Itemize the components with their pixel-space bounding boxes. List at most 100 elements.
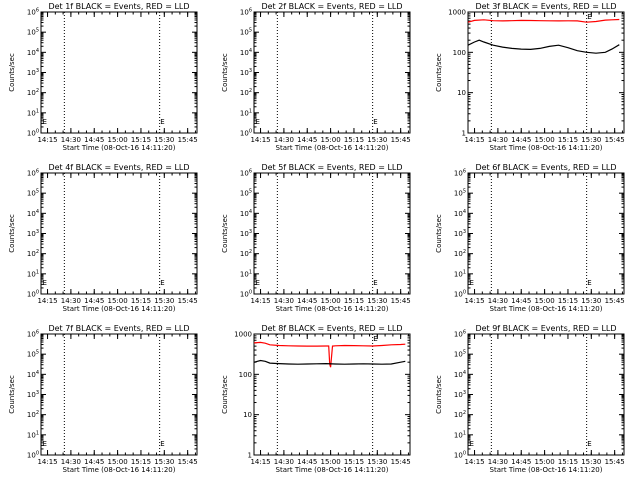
x-tick-label: 14:45 bbox=[84, 136, 104, 144]
y-tick-label: 102 bbox=[454, 249, 466, 258]
x-tick-label: 15:45 bbox=[391, 136, 411, 144]
x-tick-label: 15:15 bbox=[131, 458, 151, 466]
x-tick-label: 15:15 bbox=[344, 458, 364, 466]
y-tick-label: 105 bbox=[27, 28, 39, 37]
chart-title: Det 1f BLACK = Events, RED = LLD bbox=[48, 2, 189, 11]
y-tick-label: 101 bbox=[454, 269, 466, 278]
y-axis-label: Counts/sec bbox=[221, 53, 229, 92]
marker-label: E bbox=[256, 118, 260, 126]
y-tick-label: 104 bbox=[27, 209, 39, 218]
x-tick-label: 14:15 bbox=[37, 297, 57, 305]
y-tick-label: 104 bbox=[27, 370, 39, 379]
x-axis-label: Start Time (08-Oct-16 14:11:20) bbox=[490, 144, 603, 152]
x-tick-label: 15:15 bbox=[558, 136, 578, 144]
y-tick-label: 10 bbox=[457, 89, 466, 97]
x-tick-label: 14:30 bbox=[488, 136, 508, 144]
y-tick-label: 103 bbox=[27, 390, 39, 399]
x-tick-label: 14:30 bbox=[274, 458, 294, 466]
y-tick-label: 100 bbox=[240, 129, 252, 138]
series-line-2 bbox=[467, 39, 620, 54]
chart-title: Det 5f BLACK = Events, RED = LLD bbox=[261, 163, 402, 172]
x-tick-label: 14:30 bbox=[274, 136, 294, 144]
y-tick-label: 1000 bbox=[234, 331, 252, 339]
x-tick-label: 15:00 bbox=[321, 458, 341, 466]
marker-label: E bbox=[256, 279, 260, 287]
y-tick-label: 105 bbox=[27, 350, 39, 359]
y-tick-label: 106 bbox=[454, 169, 466, 178]
y-tick-label: 101 bbox=[240, 108, 252, 117]
x-axis-label: Start Time (08-Oct-16 14:11:20) bbox=[490, 305, 603, 313]
y-tick-label: 1 bbox=[248, 452, 252, 460]
y-tick-label: 103 bbox=[454, 390, 466, 399]
y-axis-label: Counts/sec bbox=[8, 375, 16, 414]
y-tick-label: 103 bbox=[240, 68, 252, 77]
y-tick-label: 105 bbox=[240, 189, 252, 198]
x-tick-label: 14:45 bbox=[511, 297, 531, 305]
x-tick-label: 14:30 bbox=[274, 297, 294, 305]
x-tick-label: 15:45 bbox=[605, 458, 625, 466]
y-axis-label: Counts/sec bbox=[221, 214, 229, 253]
series-line-2 bbox=[253, 359, 406, 365]
chart-title: Det 6f BLACK = Events, RED = LLD bbox=[475, 163, 616, 172]
x-tick-label: 14:45 bbox=[511, 136, 531, 144]
marker-label: E bbox=[43, 440, 47, 448]
x-tick-label: 14:45 bbox=[84, 458, 104, 466]
y-tick-label: 101 bbox=[27, 430, 39, 439]
x-tick-label: 15:45 bbox=[605, 297, 625, 305]
x-tick-label: 14:30 bbox=[61, 136, 81, 144]
chart-panel-2: Det 2f BLACK = Events, RED = LLD 100 101 10… bbox=[221, 2, 411, 152]
x-tick-label: 15:30 bbox=[367, 297, 387, 305]
y-tick-label: 105 bbox=[27, 189, 39, 198]
x-tick-label: 15:00 bbox=[108, 458, 128, 466]
y-axis-label: Counts/sec bbox=[8, 53, 16, 92]
marker-label: E bbox=[587, 13, 591, 21]
x-tick-label: 14:15 bbox=[37, 458, 57, 466]
x-tick-label: 15:45 bbox=[178, 458, 198, 466]
y-tick-label: 100 bbox=[240, 290, 252, 299]
chart-title: Det 4f BLACK = Events, RED = LLD bbox=[48, 163, 189, 172]
y-tick-label: 1 bbox=[462, 130, 466, 138]
x-tick-label: 14:30 bbox=[488, 458, 508, 466]
x-tick-label: 14:15 bbox=[464, 297, 484, 305]
y-tick-label: 102 bbox=[240, 88, 252, 97]
x-tick-label: 15:15 bbox=[131, 297, 151, 305]
marker-label: E bbox=[43, 279, 47, 287]
x-tick-label: 15:15 bbox=[344, 297, 364, 305]
marker-label: E bbox=[373, 279, 377, 287]
y-tick-label: 102 bbox=[240, 249, 252, 258]
y-tick-label: 102 bbox=[27, 249, 39, 258]
x-tick-label: 15:00 bbox=[321, 297, 341, 305]
y-tick-label: 100 bbox=[27, 129, 39, 138]
x-tick-label: 15:15 bbox=[131, 136, 151, 144]
y-tick-label: 101 bbox=[240, 269, 252, 278]
y-tick-label: 101 bbox=[27, 108, 39, 117]
x-tick-label: 14:45 bbox=[297, 136, 317, 144]
x-axis-label: Start Time (08-Oct-16 14:11:20) bbox=[63, 144, 176, 152]
x-tick-label: 15:30 bbox=[581, 297, 601, 305]
x-tick-label: 15:30 bbox=[367, 136, 387, 144]
y-tick-label: 104 bbox=[240, 209, 252, 218]
y-axis-label: Counts/sec bbox=[435, 53, 443, 92]
chart-panel-4: Det 4f BLACK = Events, RED = LLD 100 101 10… bbox=[8, 163, 198, 313]
x-tick-label: 15:45 bbox=[178, 136, 198, 144]
x-tick-label: 14:45 bbox=[297, 458, 317, 466]
x-tick-label: 15:15 bbox=[344, 136, 364, 144]
y-tick-label: 104 bbox=[454, 370, 466, 379]
x-tick-label: 14:45 bbox=[297, 297, 317, 305]
x-tick-label: 15:30 bbox=[581, 136, 601, 144]
y-tick-label: 106 bbox=[240, 8, 252, 17]
chart-panel-8: Det 8f BLACK = Events, RED = LLD 1 10 100 10… bbox=[221, 324, 411, 474]
x-tick-label: 15:00 bbox=[108, 297, 128, 305]
y-axis-label: Counts/sec bbox=[435, 214, 443, 253]
y-tick-label: 102 bbox=[27, 410, 39, 419]
x-axis-label: Start Time (08-Oct-16 14:11:20) bbox=[490, 466, 603, 474]
x-tick-label: 15:00 bbox=[321, 136, 341, 144]
y-tick-label: 103 bbox=[27, 229, 39, 238]
y-tick-label: 104 bbox=[240, 48, 252, 57]
x-tick-label: 14:30 bbox=[61, 297, 81, 305]
x-tick-label: 14:15 bbox=[37, 136, 57, 144]
x-tick-label: 14:15 bbox=[250, 458, 270, 466]
chart-panel-7: Det 7f BLACK = Events, RED = LLD 100 101 10… bbox=[8, 324, 198, 474]
x-tick-label: 14:30 bbox=[61, 458, 81, 466]
